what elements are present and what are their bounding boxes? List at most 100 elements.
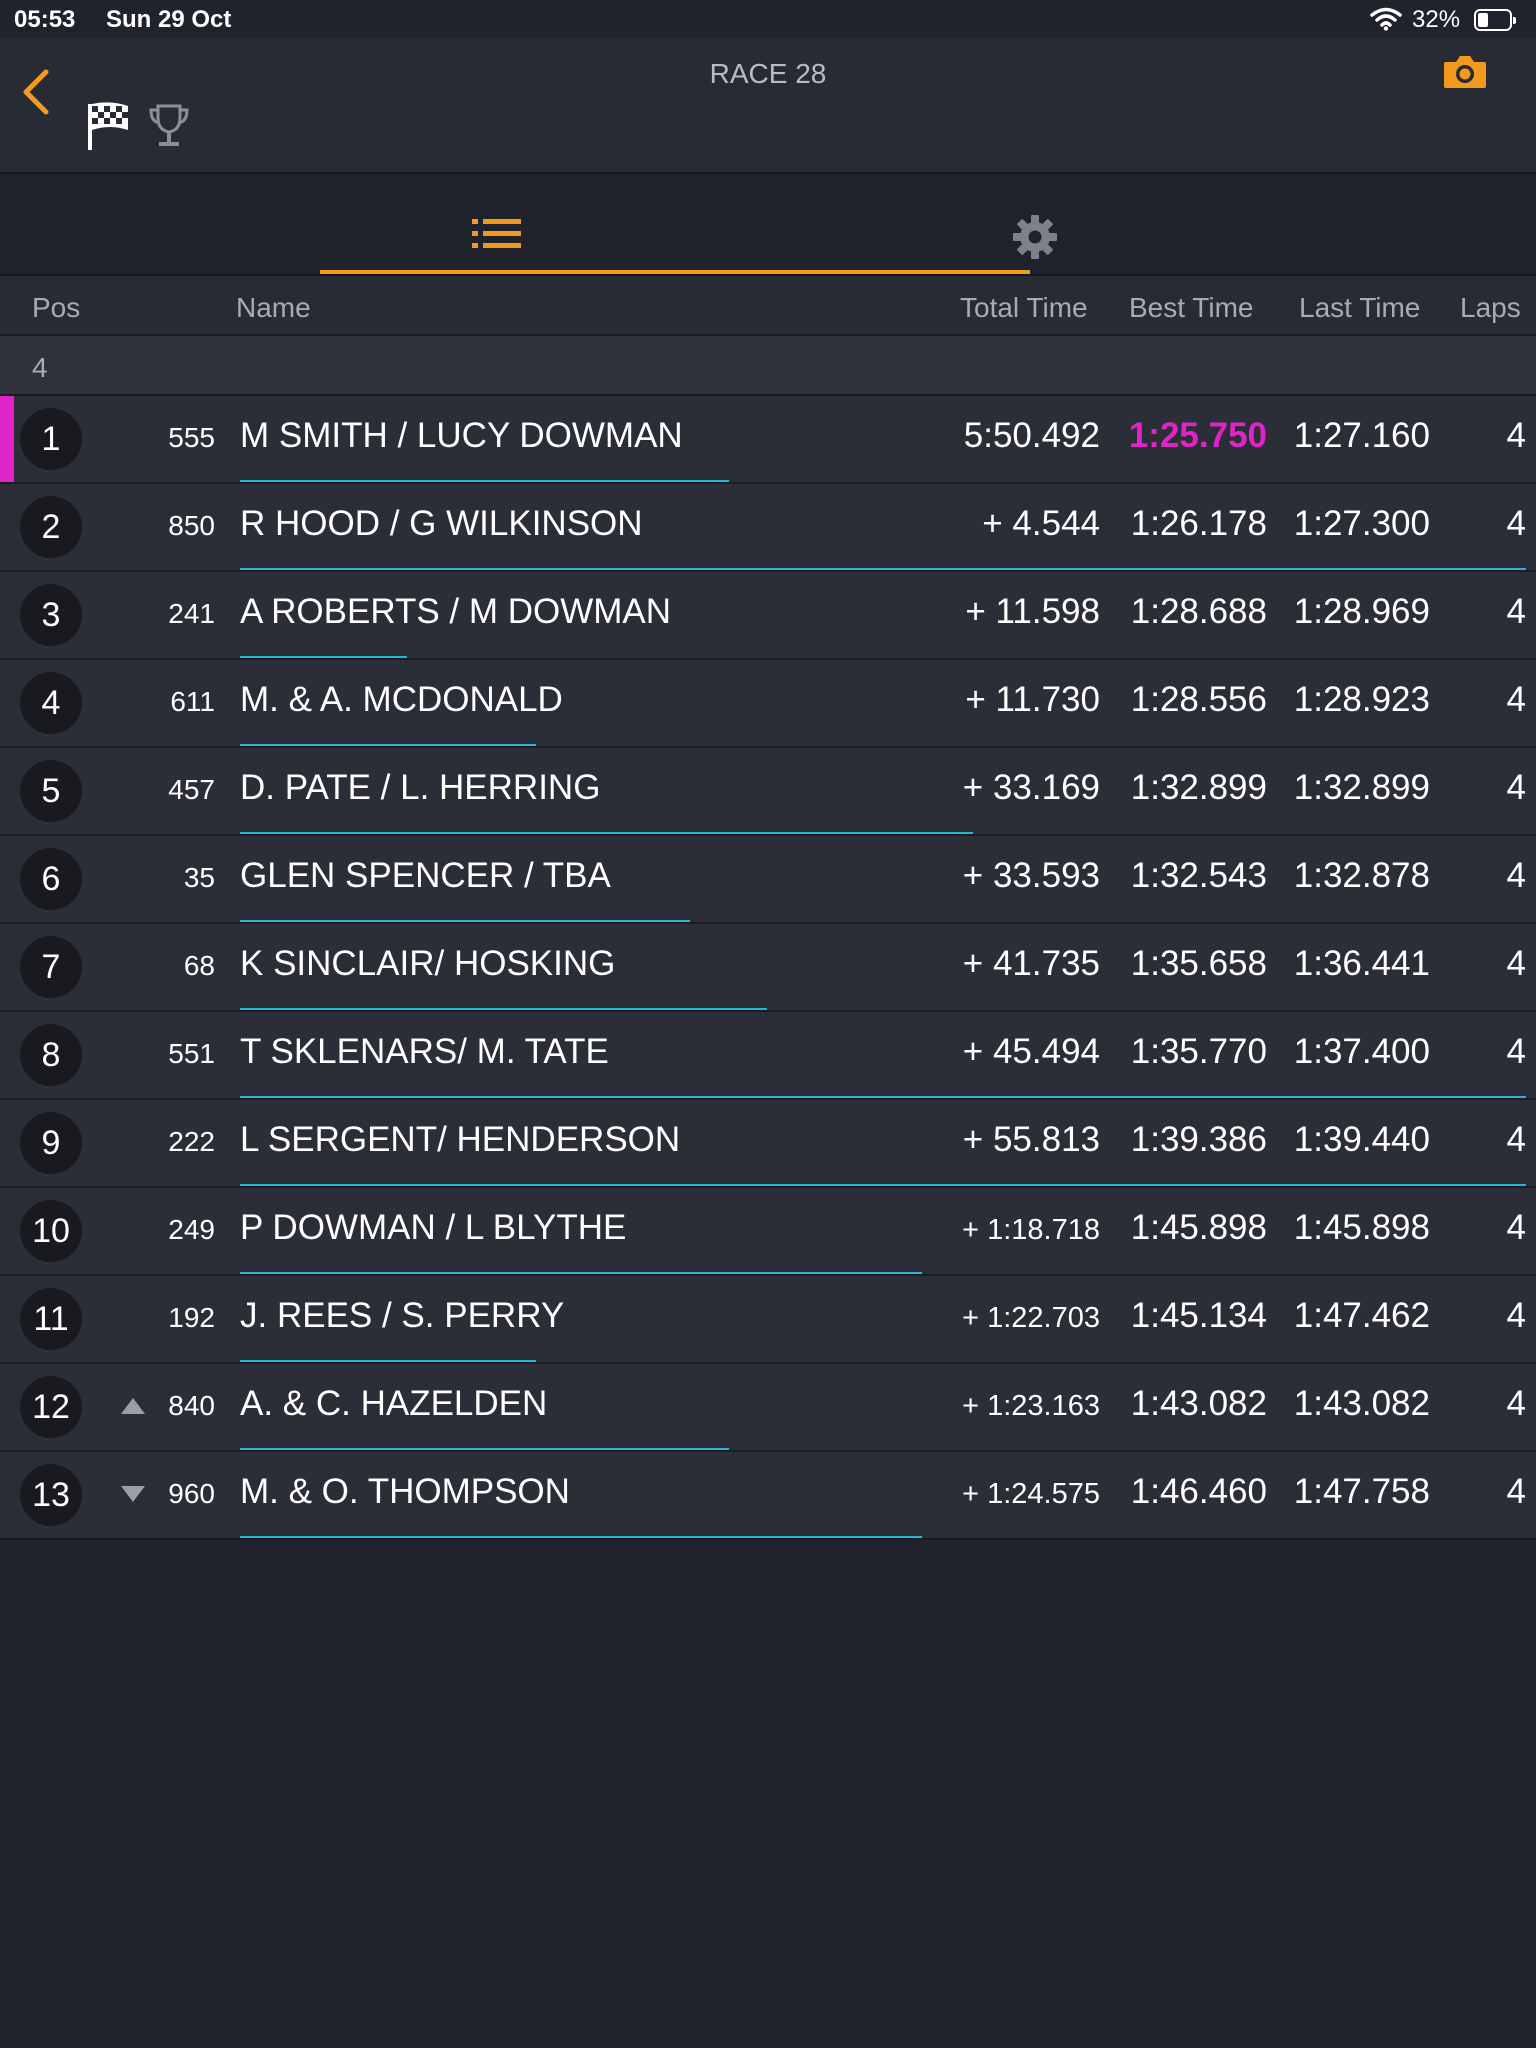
lap-progress-bar — [240, 1448, 729, 1450]
last-time: 1:27.160 — [1293, 416, 1430, 455]
car-number: 555 — [168, 422, 215, 453]
lap-progress — [240, 1272, 1526, 1274]
driver-name: P DOWMAN / L BLYTHE — [240, 1208, 627, 1247]
car-number: 850 — [168, 510, 215, 541]
table-row[interactable]: 1 555 M SMITH / LUCY DOWMAN 5:50.492 1:25.75… — [0, 396, 1536, 484]
laps: 4 — [1506, 1384, 1526, 1423]
lap-progress — [240, 1008, 1526, 1010]
best-time: 1:32.899 — [1130, 768, 1267, 807]
camera-icon[interactable] — [1442, 52, 1488, 92]
laps: 4 — [1506, 1032, 1526, 1071]
tab-settings[interactable] — [1013, 174, 1240, 274]
last-time: 1:32.899 — [1293, 768, 1430, 807]
lap-group-header: 4 — [0, 336, 1536, 396]
total-time: + 1:22.703 — [962, 1302, 1100, 1334]
car-number: 960 — [168, 1478, 215, 1509]
laps: 4 — [1506, 416, 1526, 455]
lap-progress — [240, 1448, 1526, 1450]
lap-progress-bar — [240, 480, 729, 482]
position-badge: 10 — [20, 1200, 82, 1262]
col-total-time[interactable]: Total Time — [960, 292, 1088, 323]
laps: 4 — [1506, 1208, 1526, 1247]
total-time: + 1:23.163 — [962, 1390, 1100, 1422]
results-table: 1 555 M SMITH / LUCY DOWMAN 5:50.492 1:25.75… — [0, 396, 1536, 1540]
list-icon — [472, 219, 521, 248]
last-time: 1:28.969 — [1293, 592, 1430, 631]
total-time: + 33.169 — [962, 768, 1100, 807]
position-down-icon — [121, 1486, 145, 1502]
status-date: Sun 29 Oct — [106, 6, 232, 33]
gear-icon — [1013, 215, 1057, 259]
back-button[interactable] — [18, 60, 58, 120]
lap-progress — [240, 1536, 1526, 1538]
car-number: 249 — [168, 1214, 215, 1245]
table-row[interactable]: 8 551 T SKLENARS/ M. TATE + 45.494 1:35.770 1… — [0, 1012, 1536, 1100]
table-row[interactable]: 11 192 J. REES / S. PERRY + 1:22.703 1:45.13… — [0, 1276, 1536, 1364]
best-time: 1:25.750 — [1128, 416, 1267, 455]
col-best-time[interactable]: Best Time — [1129, 292, 1254, 323]
total-time: + 41.735 — [962, 944, 1100, 983]
table-row[interactable]: 10 249 P DOWMAN / L BLYTHE + 1:18.718 1:45.8… — [0, 1188, 1536, 1276]
position-badge: 11 — [20, 1288, 82, 1350]
tab-list[interactable] — [320, 174, 1030, 274]
laps: 4 — [1506, 592, 1526, 631]
status-bar: 05:53 Sun 29 Oct 32% — [0, 0, 1536, 38]
lap-progress — [240, 920, 1526, 922]
laps: 4 — [1506, 1296, 1526, 1335]
col-pos[interactable]: Pos — [32, 292, 81, 323]
best-time: 1:45.898 — [1130, 1208, 1267, 1247]
tab-bar — [0, 174, 1536, 276]
col-last-time[interactable]: Last Time — [1299, 292, 1421, 323]
table-row[interactable]: 3 241 A ROBERTS / M DOWMAN + 11.598 1:28.688… — [0, 572, 1536, 660]
table-row[interactable]: 6 35 GLEN SPENCER / TBA + 33.593 1:32.543 1:3… — [0, 836, 1536, 924]
lap-progress-bar — [240, 1184, 1526, 1186]
car-number: 222 — [168, 1126, 215, 1157]
trophy-icon[interactable] — [148, 102, 190, 150]
table-row[interactable]: 2 850 R HOOD / G WILKINSON + 4.544 1:26.178 1… — [0, 484, 1536, 572]
table-row[interactable]: 7 68 K SINCLAIR/ HOSKING + 41.735 1:35.658 1:… — [0, 924, 1536, 1012]
laps: 4 — [1506, 680, 1526, 719]
car-number: 35 — [183, 862, 215, 893]
lap-progress-bar — [240, 656, 408, 658]
driver-name: A. & C. HAZELDEN — [240, 1384, 548, 1423]
col-laps[interactable]: Laps — [1460, 292, 1521, 323]
last-time: 1:37.400 — [1293, 1032, 1430, 1071]
best-time: 1:45.134 — [1130, 1296, 1267, 1335]
position-badge: 12 — [20, 1376, 82, 1438]
driver-name: GLEN SPENCER / TBA — [240, 856, 611, 895]
table-row[interactable]: 5 457 D. PATE / L. HERRING + 33.169 1:32.899… — [0, 748, 1536, 836]
page-title: RACE 28 — [709, 58, 827, 89]
lap-progress-bar — [240, 1008, 768, 1010]
total-time: + 55.813 — [962, 1120, 1100, 1159]
position-badge: 9 — [20, 1112, 82, 1174]
driver-name: J. REES / S. PERRY — [240, 1296, 565, 1335]
last-time: 1:45.898 — [1293, 1208, 1430, 1247]
car-number: 241 — [168, 598, 215, 629]
position-badge: 8 — [20, 1024, 82, 1086]
checkered-flag-icon[interactable] — [86, 100, 132, 152]
lap-progress-bar — [240, 1272, 922, 1274]
battery-percent: 32% — [1412, 6, 1461, 33]
last-time: 1:39.440 — [1293, 1120, 1430, 1159]
lap-progress — [240, 568, 1526, 570]
position-up-icon — [121, 1398, 145, 1414]
laps: 4 — [1506, 504, 1526, 543]
driver-name: T SKLENARS/ M. TATE — [240, 1032, 609, 1071]
last-time: 1:32.878 — [1293, 856, 1430, 895]
table-row[interactable]: 12 840 A. & C. HAZELDEN + 1:23.163 1:43.082 1… — [0, 1364, 1536, 1452]
col-name[interactable]: Name — [236, 292, 311, 323]
table-row[interactable]: 13 960 M. & O. THOMPSON + 1:24.575 1:46.460 1… — [0, 1452, 1536, 1540]
last-time: 1:27.300 — [1293, 504, 1430, 543]
laps: 4 — [1506, 1472, 1526, 1511]
best-time: 1:46.460 — [1130, 1472, 1267, 1511]
total-time: + 33.593 — [962, 856, 1100, 895]
lap-progress — [240, 1096, 1526, 1098]
laps: 4 — [1506, 1120, 1526, 1159]
position-badge: 1 — [20, 408, 82, 470]
lap-progress — [240, 1184, 1526, 1186]
car-number: 457 — [168, 774, 215, 805]
table-row[interactable]: 9 222 L SERGENT/ HENDERSON + 55.813 1:39.386… — [0, 1100, 1536, 1188]
table-row[interactable]: 4 611 M. & A. MCDONALD + 11.730 1:28.556 1:28… — [0, 660, 1536, 748]
best-time: 1:39.386 — [1130, 1120, 1267, 1159]
wifi-icon — [1370, 7, 1402, 31]
